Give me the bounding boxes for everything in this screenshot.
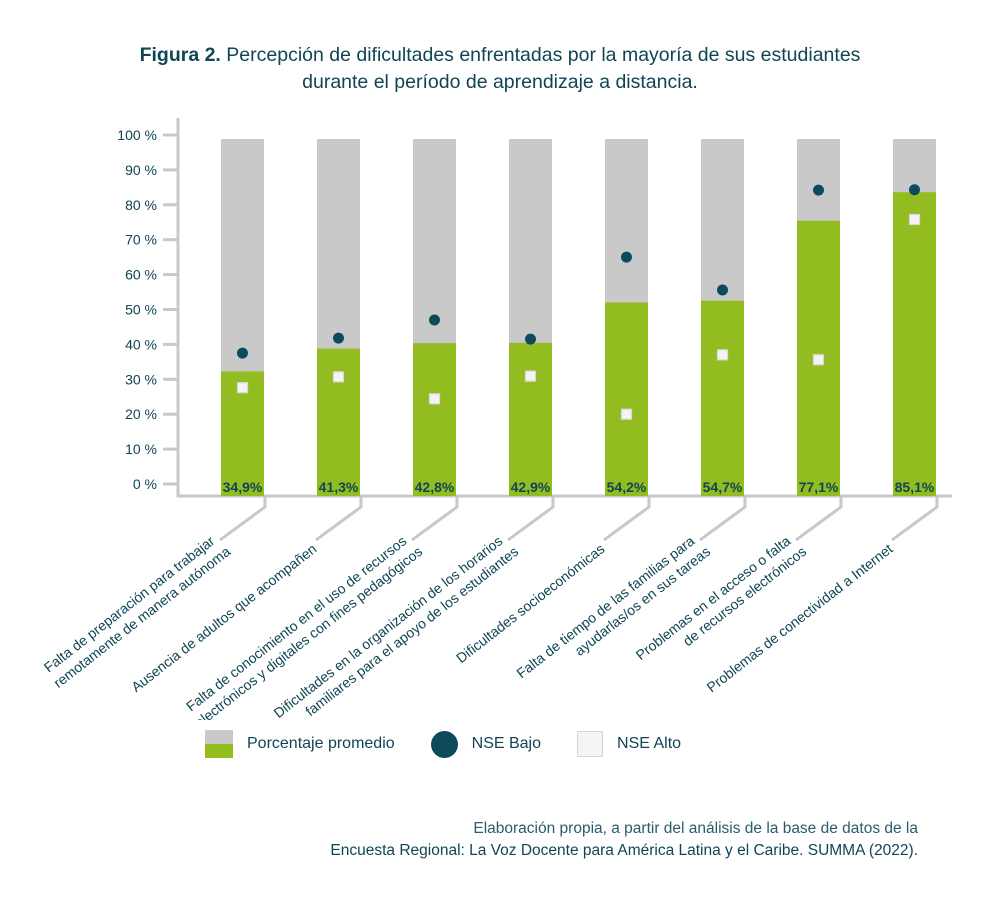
y-tick-label: 0 % bbox=[133, 476, 157, 492]
legend-label: Porcentaje promedio bbox=[247, 735, 395, 752]
category-separator bbox=[219, 496, 267, 542]
bar-value-label: 54,7% bbox=[703, 479, 743, 495]
category-separator bbox=[507, 496, 555, 542]
bar bbox=[413, 343, 456, 496]
bar-value-label: 85,1% bbox=[895, 479, 935, 495]
chart-plot: 0 % 10 % 20 % 30 % 40 % 50 % 60 % 70 % 80 % 90 % 1… bbox=[39, 118, 952, 720]
figure-number: Figura 2. bbox=[139, 44, 221, 66]
chart-title: Figura 2. Percepción de dificultades enf… bbox=[0, 42, 1000, 96]
nse-bajo-point bbox=[621, 251, 632, 263]
title-line-2: durante el período de aprendizaje a dist… bbox=[302, 71, 698, 93]
category-separator bbox=[603, 496, 651, 542]
y-tick-label: 100 % bbox=[117, 127, 157, 143]
category-separator bbox=[699, 496, 747, 542]
title-line-1: Percepción de dificultades enfrentadas p… bbox=[226, 44, 861, 66]
legend-item-porcentaje-promedio: Porcentaje promedio bbox=[205, 730, 395, 758]
nse-alto-point bbox=[236, 382, 249, 394]
legend-label: NSE Alto bbox=[617, 735, 682, 752]
x-category-label-line: Problemas de conectividad a Internet bbox=[704, 540, 896, 695]
source-line-2: Encuesta Regional: La Voz Docente para A… bbox=[330, 842, 918, 859]
bar-value-label: 42,9% bbox=[511, 479, 551, 495]
x-category-label: Problemas de conectividad a Internet bbox=[704, 540, 896, 695]
y-tick-label: 70 % bbox=[125, 232, 157, 248]
legend-item-nse-alto: NSE Alto bbox=[577, 731, 681, 757]
nse-alto-point bbox=[716, 349, 729, 361]
bar-value-label: 34,9% bbox=[223, 479, 263, 495]
nse-alto-point bbox=[428, 393, 441, 405]
bar-swatch-icon bbox=[205, 730, 233, 758]
bar bbox=[605, 302, 648, 496]
bar bbox=[893, 192, 936, 496]
nse-bajo-point bbox=[237, 347, 248, 359]
bar-value-label: 77,1% bbox=[799, 479, 839, 495]
circle-marker-icon bbox=[430, 730, 458, 758]
nse-bajo-point bbox=[429, 314, 440, 326]
nse-alto-point bbox=[524, 370, 537, 382]
bar bbox=[509, 342, 552, 496]
source-line-1: Elaboración propia, a partir del análisi… bbox=[473, 820, 918, 837]
nse-bajo-point bbox=[525, 333, 536, 345]
nse-bajo-point bbox=[333, 332, 344, 344]
category-separator bbox=[315, 496, 363, 542]
bar-value-label: 42,8% bbox=[415, 479, 455, 495]
y-tick-label: 40 % bbox=[125, 336, 157, 352]
y-tick-label: 80 % bbox=[125, 197, 157, 213]
y-tick-label: 50 % bbox=[125, 302, 157, 318]
source-note: Elaboración propia, a partir del análisi… bbox=[330, 818, 918, 862]
bar bbox=[317, 348, 360, 496]
nse-alto-point bbox=[332, 371, 345, 383]
x-category-label-line: Falta de tiempo de las familias para bbox=[513, 532, 697, 681]
category-separator bbox=[795, 496, 843, 542]
category-separator bbox=[891, 496, 939, 542]
bar bbox=[701, 300, 744, 496]
legend-label: NSE Bajo bbox=[471, 735, 542, 752]
nse-alto-point bbox=[620, 408, 633, 420]
nse-bajo-point bbox=[813, 184, 824, 196]
legend: Porcentaje promedio NSE Bajo NSE Alto bbox=[205, 727, 717, 761]
y-tick-label: 90 % bbox=[125, 162, 157, 178]
y-tick-label: 10 % bbox=[125, 441, 157, 457]
bar-value-label: 41,3% bbox=[319, 479, 359, 495]
nse-alto-point bbox=[908, 213, 921, 226]
square-marker-icon bbox=[577, 731, 604, 757]
x-category-label-line: remotamente de manera autónoma bbox=[50, 543, 233, 691]
x-category-label: Falta de preparación para trabajarremota… bbox=[39, 529, 233, 691]
bar-value-label: 54,2% bbox=[607, 479, 647, 495]
nse-bajo-point bbox=[717, 284, 728, 296]
legend-item-nse-bajo: NSE Bajo bbox=[430, 730, 542, 758]
category-separator bbox=[411, 496, 459, 542]
y-tick-label: 30 % bbox=[125, 371, 157, 387]
x-category-label-line: Falta de preparación para trabajar bbox=[41, 532, 218, 675]
nse-alto-point bbox=[812, 354, 825, 366]
y-tick-label: 20 % bbox=[125, 406, 157, 422]
nse-bajo-point bbox=[909, 184, 920, 196]
x-category-label: Problemas en el acceso o faltade recurso… bbox=[633, 529, 810, 677]
y-tick-label: 60 % bbox=[125, 267, 157, 283]
